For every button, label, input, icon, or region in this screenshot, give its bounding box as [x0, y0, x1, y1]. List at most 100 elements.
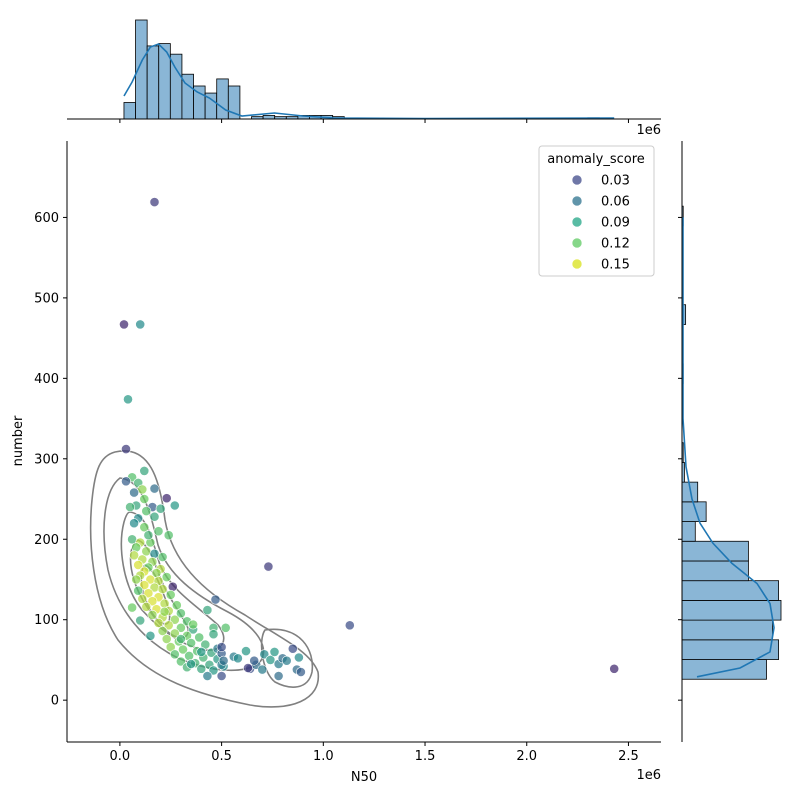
scatter-point [281, 655, 292, 666]
y-axis-label: number [11, 415, 26, 466]
legend-label: 0.15 [601, 258, 630, 273]
scatter-point [155, 503, 166, 514]
x-tick-label: 0.5 [211, 749, 232, 764]
legend-label: 0.09 [601, 216, 630, 231]
legend-marker [571, 216, 583, 228]
scatter-point [137, 593, 148, 604]
scatter-point [196, 663, 207, 674]
scatter-point [135, 319, 146, 330]
marginal-x-kde [123, 43, 615, 120]
legend-label: 0.06 [601, 195, 630, 210]
scatter-point [609, 663, 620, 674]
scatter-point [129, 550, 139, 561]
scatter-point [269, 647, 280, 657]
marginal-y-bar [681, 599, 782, 621]
scatter-point [133, 560, 144, 570]
x-tick-label: 2.5 [618, 749, 639, 764]
marginal-y-bar [681, 619, 773, 641]
scatter-point [123, 394, 133, 405]
marginal-y-bar [681, 659, 767, 680]
marginal-x-bar [216, 78, 229, 120]
scatter-point [293, 652, 304, 663]
y-tick-label: 200 [34, 533, 59, 548]
marginal-x-bar [146, 45, 160, 120]
scatter-point [186, 638, 196, 648]
scatter-point [121, 476, 131, 487]
scatter-point [259, 649, 270, 660]
y-tick-label: 0 [51, 694, 59, 709]
scatter-point [202, 605, 213, 615]
marginal-x-scale-note: 1e6 [636, 123, 661, 138]
scatter-point [149, 197, 160, 207]
x-axis-label: N50 [351, 770, 377, 785]
marginal-x-kde-line [123, 43, 615, 120]
scatter-point [241, 646, 251, 656]
y-axis-ticks: 0 100 200 300 400 500 600 [34, 211, 67, 709]
scatter-point [157, 626, 168, 636]
scatter-point [153, 618, 164, 628]
scatter-point [257, 664, 268, 675]
scatter-point [125, 502, 136, 512]
legend-label: 0.03 [601, 174, 630, 189]
scatter-point [141, 546, 152, 557]
scatter-point [163, 620, 174, 631]
legend-label: 0.12 [601, 237, 630, 252]
scatter-point [344, 620, 355, 631]
scatter-point [131, 542, 142, 553]
scatter-point [175, 608, 186, 619]
scatter-point [153, 526, 164, 537]
scatter-point [218, 655, 229, 666]
y-tick-label: 600 [34, 211, 59, 226]
scatter-point [220, 622, 231, 633]
legend-marker [571, 195, 583, 207]
x-tick-label: 1.5 [415, 749, 436, 764]
scatter-point [129, 487, 139, 498]
scatter-point [208, 629, 219, 640]
scatter-point [216, 671, 227, 681]
scatter-point [121, 444, 131, 454]
scatter-point [175, 656, 186, 667]
legend-entries: 0.03 0.06 0.09 0.12 0.15 [571, 174, 630, 273]
scatter-point [196, 647, 207, 657]
scatter-point [171, 600, 182, 611]
scatter-point [149, 511, 160, 522]
scatter-point [175, 634, 186, 644]
marginal-x-ticks [119, 119, 629, 123]
scatter-point [133, 585, 144, 596]
scatter-point [165, 589, 176, 600]
marginal-y-bar [681, 540, 749, 562]
scatter-point [210, 594, 221, 605]
legend-marker [571, 174, 583, 186]
scatter-point [131, 574, 142, 585]
scatter-point [139, 465, 150, 476]
scatter-point [161, 634, 172, 644]
scatter-point [127, 602, 138, 613]
scatter-point [147, 596, 158, 607]
y-tick-label: 400 [34, 372, 59, 387]
scatter-point [295, 667, 306, 677]
legend-frame [538, 145, 655, 277]
x-axis-ticks: 0.0 0.5 1.0 1.5 2.0 2.5 [110, 742, 639, 764]
marginal-y-bar [681, 580, 779, 601]
scatter-point [163, 530, 174, 541]
scatter-point [263, 561, 274, 572]
scatter-point [157, 552, 168, 562]
scatter-point [249, 655, 260, 666]
scatter-point [145, 630, 156, 641]
scatter-point [178, 644, 188, 655]
scatter-point [188, 619, 198, 630]
x-tick-label: 1.0 [313, 749, 334, 764]
scatter-point [149, 483, 160, 494]
legend-marker [571, 237, 583, 249]
scatter-point [184, 651, 194, 661]
y-tick-label: 500 [34, 291, 59, 306]
scatter-point [139, 580, 150, 590]
scatter-point [186, 659, 196, 669]
scatter-point [129, 518, 139, 529]
scatter-point [202, 671, 213, 681]
scatter-point [139, 522, 150, 533]
scatter-point [169, 500, 180, 511]
scatter-point [147, 610, 158, 620]
x-axis-scale-note: 1e6 [636, 768, 661, 783]
